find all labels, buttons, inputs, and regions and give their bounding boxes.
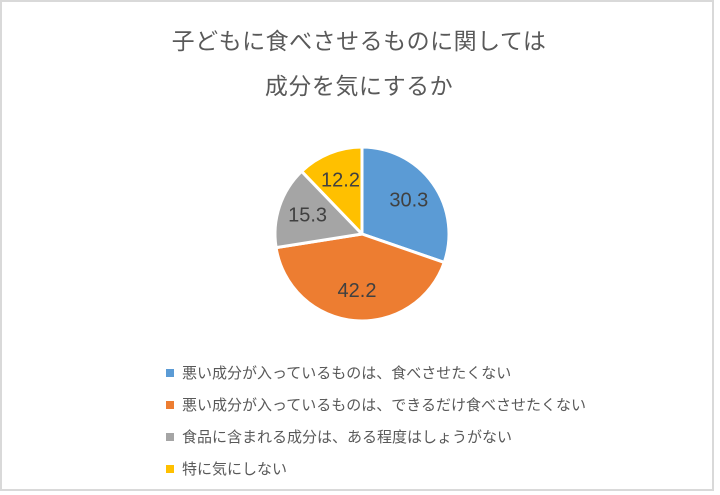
legend-item: 悪い成分が入っているものは、食べさせたくない: [166, 362, 586, 383]
chart-title-line-2: 成分を気にするか: [264, 73, 454, 99]
pie-data-label-0: 30.3: [389, 190, 428, 212]
legend-color-swatch: [166, 368, 174, 377]
legend-item-label: 悪い成分が入っているものは、できるだけ食べさせたくない: [182, 397, 586, 414]
pie-slice-2: [273, 169, 364, 250]
legend-item: 食品に含まれる成分は、ある程度はしょうがない: [166, 426, 586, 447]
legend: 悪い成分が入っているものは、食べさせたくない 悪い成分が入っているものは、できる…: [166, 362, 586, 490]
legend-item-label: 食品に含まれる成分は、ある程度はしょうがない: [182, 429, 513, 446]
pie-slice-1: [274, 232, 446, 323]
pie-slice-0: [360, 145, 451, 264]
chart-title: 子どもに食べさせるものに関しては 成分を気にするか: [2, 19, 716, 109]
legend-item: 悪い成分が入っているものは、できるだけ食べさせたくない: [166, 394, 586, 415]
legend-color-swatch: [166, 464, 174, 473]
pie-data-label-3: 12.2: [321, 170, 360, 192]
legend-item: 特に気にしない: [166, 458, 586, 479]
pie-data-label-1: 42.2: [338, 280, 377, 302]
pie-data-label-2: 15.3: [288, 205, 327, 227]
legend-item-label: 悪い成分が入っているものは、食べさせたくない: [182, 365, 512, 382]
legend-item-label: 特に気にしない: [182, 461, 288, 478]
legend-color-swatch: [166, 400, 174, 409]
legend-color-swatch: [166, 432, 174, 441]
chart-title-line-1: 子どもに食べさせるものに関しては: [171, 28, 547, 54]
pie-slice-3: [300, 145, 364, 236]
